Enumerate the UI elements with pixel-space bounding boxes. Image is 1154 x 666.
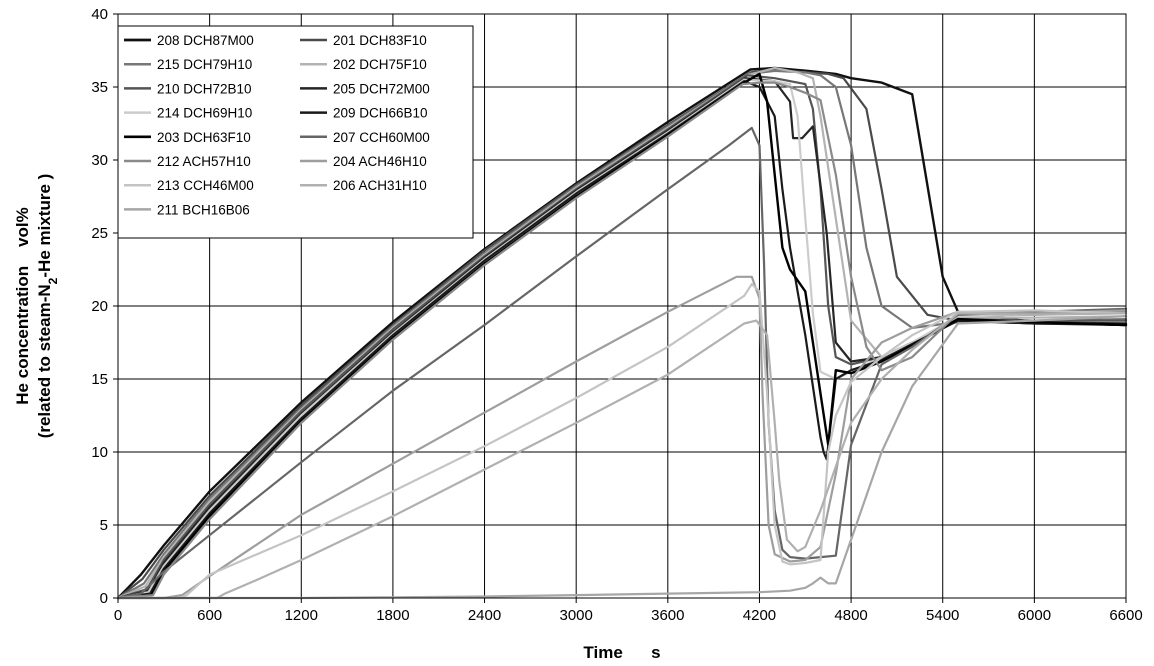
x-tick-label: 0: [114, 607, 122, 624]
series-line-206: [116, 312, 1128, 600]
legend-item: 213 CCH46M00: [124, 178, 254, 193]
y-tick-label: 30: [91, 152, 108, 169]
legend: 208 DCH87M00 201 DCH83F10 215 DCH79H10 202 …: [117, 25, 474, 239]
x-tick-label: 5400: [926, 607, 959, 624]
legend-label: 204 ACH46H10: [333, 154, 427, 169]
y-tick-label: 25: [91, 225, 108, 242]
y-tick-label: 40: [91, 6, 108, 23]
legend-item: 204 ACH46H10: [300, 154, 427, 169]
legend-item: 202 DCH75F10: [300, 57, 427, 72]
series-line-211: [116, 315, 1128, 600]
legend-label: 215 DCH79H10: [157, 57, 252, 72]
series-layer: [116, 66, 1128, 600]
legend-item: 215 DCH79H10: [124, 57, 252, 72]
y-axis-ticks: 0 5 10 15 20 25 30 35 40: [91, 6, 118, 607]
legend-item: 205 DCH72M00: [300, 81, 430, 96]
x-tick-label: 4800: [834, 607, 867, 624]
legend-label: 207 CCH60M00: [333, 130, 430, 145]
series-line-203: [116, 72, 1128, 600]
legend-item: 211 BCH16B06: [124, 202, 250, 217]
legend-box: [117, 25, 474, 239]
y-axis-title-line2: (related to steam-N2-He mixture ): [35, 174, 60, 439]
x-tick-label: 1200: [285, 607, 318, 624]
y-tick-label: 10: [91, 444, 108, 461]
legend-label: 203 DCH63F10: [157, 130, 251, 145]
y-tick-label: 35: [91, 79, 108, 96]
x-tick-label: 1800: [376, 607, 409, 624]
y-axis-title-line2-part3: -He mixture ): [35, 174, 54, 278]
legend-label: 202 DCH75F10: [333, 57, 427, 72]
legend-item: 203 DCH63F10: [124, 130, 251, 145]
legend-label: 208 DCH87M00: [157, 33, 254, 48]
legend-label: 214 DCH69H10: [157, 106, 252, 121]
legend-label: 205 DCH72M00: [333, 81, 430, 96]
x-tick-label: 3600: [651, 607, 684, 624]
series-line-209: [116, 80, 1128, 600]
y-axis-title-subscript: 2: [46, 277, 60, 284]
legend-label: 211 BCH16B06: [157, 202, 250, 217]
x-tick-label: 600: [197, 607, 222, 624]
legend-item: 206 ACH31H10: [300, 178, 427, 193]
legend-item: 209 DCH66B10: [300, 106, 428, 121]
series-line-213: [116, 283, 1128, 600]
legend-label: 212 ACH57H10: [157, 154, 251, 169]
series-line-208: [116, 66, 1128, 600]
legend-label: 210 DCH72B10: [157, 81, 252, 96]
y-tick-label: 15: [91, 371, 108, 388]
legend-item: 212 ACH57H10: [124, 154, 251, 169]
y-axis-title-line2-part1: (related to steam-N: [35, 284, 54, 438]
x-tick-label: 4200: [743, 607, 776, 624]
series-line-212: [116, 81, 1128, 600]
legend-item: 214 DCH69H10: [124, 106, 252, 121]
x-tick-label: 6000: [1018, 607, 1051, 624]
series-line-201: [116, 68, 1128, 600]
series-line-214: [116, 78, 1128, 600]
x-tick-label: 3000: [559, 607, 592, 624]
x-axis-title: Time s: [583, 643, 660, 662]
y-tick-label: 0: [100, 590, 108, 607]
legend-label: 209 DCH66B10: [333, 106, 428, 121]
y-tick-label: 5: [100, 517, 108, 534]
legend-label: 213 CCH46M00: [157, 178, 254, 193]
x-tick-label: 2400: [468, 607, 501, 624]
y-axis-title-line1: He concentration vol%: [13, 207, 32, 404]
y-tick-label: 20: [91, 298, 108, 315]
x-tick-label: 6600: [1109, 607, 1142, 624]
legend-item: 207 CCH60M00: [300, 130, 430, 145]
x-axis-ticks: 0 600 1200 1800 2400 3000 3600 4200 4800 5400 6000…: [114, 598, 1143, 624]
legend-item: 201 DCH83F10: [300, 33, 427, 48]
legend-label: 206 ACH31H10: [333, 178, 427, 193]
series-line-204: [116, 275, 1128, 600]
legend-label: 201 DCH83F10: [333, 33, 427, 48]
series-line-215: [116, 69, 1128, 600]
legend-item: 208 DCH87M00: [124, 33, 254, 48]
legend-item: 210 DCH72B10: [124, 81, 252, 96]
y-axis-title: He concentration vol% (related to steam-…: [13, 174, 60, 439]
series-line-207: [116, 126, 1128, 600]
